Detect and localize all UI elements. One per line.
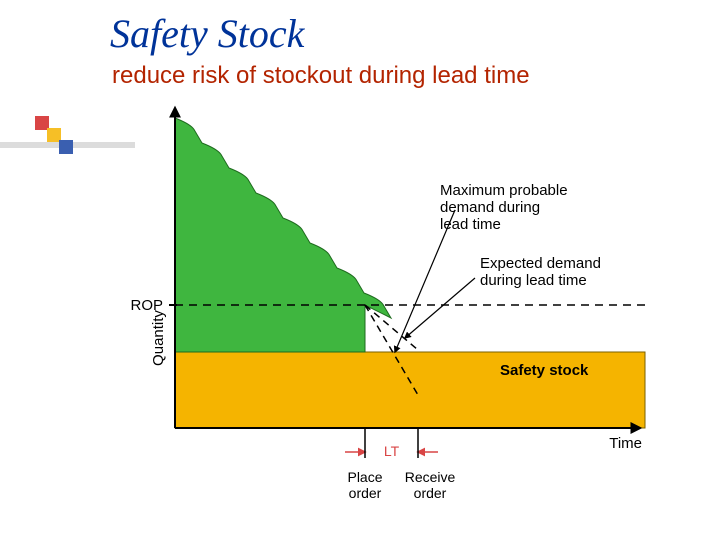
place-order-label: Place — [347, 469, 382, 485]
inventory-area — [175, 118, 391, 352]
max-demand-label-2: demand during — [440, 199, 540, 216]
slide: { "accent": { "bar_color": "#dcdcdc", "b… — [0, 0, 720, 540]
safety-stock-diagram: Quantity Time ROP Maximum probable deman… — [0, 0, 720, 540]
place-order-label-2: order — [349, 485, 382, 501]
lt-label: LT — [384, 443, 400, 459]
rop-label: ROP — [130, 297, 163, 314]
receive-order-label: Receive — [405, 469, 456, 485]
expected-demand-pointer — [405, 278, 475, 338]
expected-demand-label-2: during lead time — [480, 272, 587, 289]
safety-stock-label: Safety stock — [500, 362, 589, 379]
x-axis-label: Time — [609, 435, 642, 452]
expected-demand-label: Expected demand — [480, 255, 601, 272]
y-axis-label: Quantity — [150, 310, 167, 366]
receive-order-label-2: order — [414, 485, 447, 501]
expected-demand-line — [365, 305, 418, 350]
max-demand-label-3: lead time — [440, 216, 501, 233]
max-demand-label: Maximum probable — [440, 182, 568, 199]
